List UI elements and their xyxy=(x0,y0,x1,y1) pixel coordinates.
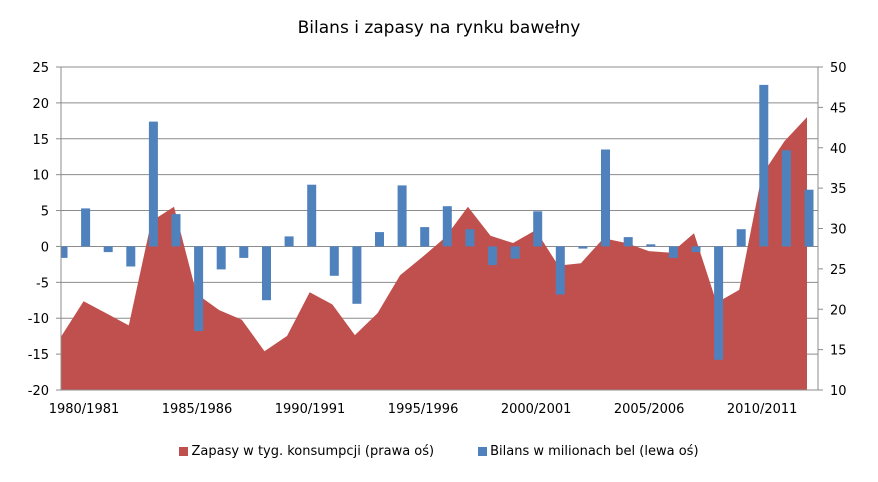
bar-bilans xyxy=(691,246,701,253)
right-axis-tick: 10 xyxy=(830,384,847,399)
bar-bilans xyxy=(736,229,746,247)
left-axis-tick: 10 xyxy=(32,169,49,184)
right-axis-tick: 30 xyxy=(830,223,847,238)
bar-bilans xyxy=(103,246,113,253)
right-axis-tick: 20 xyxy=(830,303,847,318)
x-axis-tick: 1995/1996 xyxy=(388,402,459,417)
bar-bilans xyxy=(375,232,384,247)
x-axis-tick: 2010/2011 xyxy=(727,402,798,417)
legend-label-zapasy: Zapasy w tyg. konsumpcji (prawa oś) xyxy=(191,444,435,459)
left-axis-tick: 5 xyxy=(41,205,49,220)
bar-bilans xyxy=(284,236,294,247)
bar-bilans xyxy=(81,208,91,247)
bar-bilans xyxy=(126,246,136,267)
bar-bilans xyxy=(759,84,769,247)
bar-bilans xyxy=(216,246,226,270)
bar-bilans xyxy=(646,244,656,247)
legend: Zapasy w tyg. konsumpcji (prawa oś) Bila… xyxy=(0,444,878,459)
x-axis-tick: 1980/1981 xyxy=(49,402,120,417)
legend-swatch-zapasy xyxy=(179,447,189,456)
area-zapasy xyxy=(61,117,807,390)
bar-bilans xyxy=(307,184,317,247)
bar-bilans xyxy=(601,149,610,247)
left-axis-tick: 25 xyxy=(32,61,49,76)
bar-bilans xyxy=(578,246,588,249)
x-axis-tick: 2000/2001 xyxy=(501,402,572,417)
bar-series-bilans xyxy=(61,84,814,360)
chart-title: Bilans i zapasy na rynku bawełny xyxy=(297,18,581,38)
bar-bilans xyxy=(555,246,565,295)
bar-bilans xyxy=(781,150,791,247)
right-axis-tick: 45 xyxy=(830,101,847,116)
legend-item-bilans: Bilans w milionach bel (lewa oś) xyxy=(478,444,699,459)
right-axis-tick: 35 xyxy=(830,182,847,197)
bar-bilans xyxy=(668,246,678,258)
x-axis-tick: 1990/1991 xyxy=(275,402,346,417)
x-axis-tick: 1985/1986 xyxy=(162,402,233,417)
right-axis-tick: 15 xyxy=(830,344,847,359)
left-axis-tick: -15 xyxy=(28,348,49,363)
bar-bilans xyxy=(533,211,543,247)
bar-bilans xyxy=(61,246,68,258)
left-axis-tick: -5 xyxy=(36,276,49,291)
right-axis-tick: 25 xyxy=(830,263,847,278)
axes: -20 -15 -10 -5 0 5 10 15 20 25 10 15 20 25 30 35 40 45 50 1… xyxy=(28,61,847,417)
bar-bilans xyxy=(352,246,362,304)
bar-bilans xyxy=(397,185,407,247)
left-axis-tick: 0 xyxy=(41,240,49,255)
left-axis-tick: -10 xyxy=(28,312,49,327)
area-series-zapasy xyxy=(61,117,807,390)
bar-bilans xyxy=(329,246,339,276)
bar-bilans xyxy=(239,246,249,258)
bar-bilans xyxy=(488,246,497,266)
left-axis-tick: 15 xyxy=(32,133,49,148)
legend-label-bilans: Bilans w milionach bel (lewa oś) xyxy=(490,444,699,459)
x-axis-tick: 2005/2006 xyxy=(614,402,685,417)
bar-bilans xyxy=(171,214,181,247)
bar-bilans xyxy=(194,246,204,332)
bar-bilans xyxy=(148,121,158,247)
left-axis-tick: 20 xyxy=(32,97,49,112)
right-axis-tick: 50 xyxy=(830,61,847,76)
legend-swatch-bilans xyxy=(478,447,488,456)
bar-bilans xyxy=(623,237,633,247)
bar-bilans xyxy=(714,246,724,360)
bar-bilans xyxy=(804,189,814,247)
bar-bilans xyxy=(465,229,475,247)
bar-bilans xyxy=(420,227,430,247)
bar-bilans xyxy=(510,246,520,259)
legend-item-zapasy: Zapasy w tyg. konsumpcji (prawa oś) xyxy=(179,444,434,459)
right-axis-tick: 40 xyxy=(830,142,847,157)
bar-bilans xyxy=(442,206,452,247)
left-axis-tick: -20 xyxy=(28,384,49,399)
bar-bilans xyxy=(262,246,271,301)
